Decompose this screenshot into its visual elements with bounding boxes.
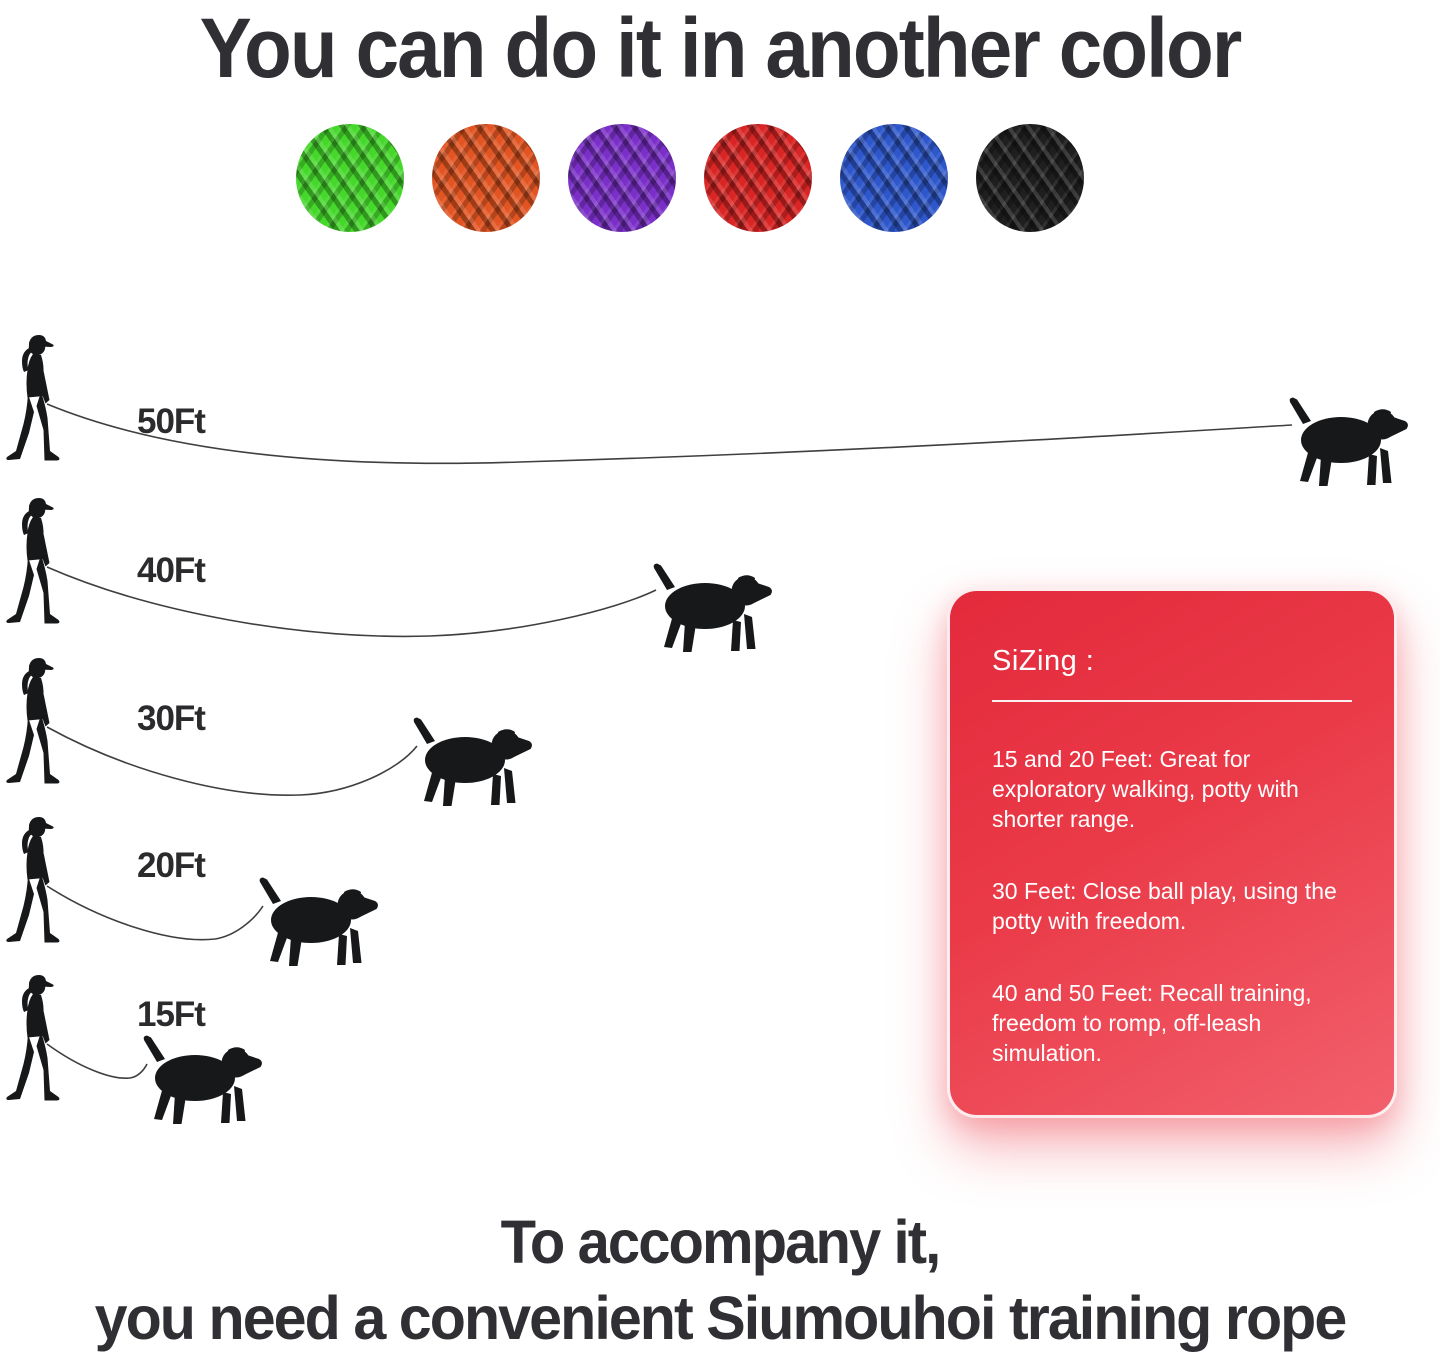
- footer-headline-line2: you need a convenient Siumouhoi training…: [94, 1284, 1348, 1352]
- sizing-paragraph-30ft: 30 Feet: Close ball play, using the pott…: [992, 878, 1337, 934]
- page-title: You can do it in another color: [199, 1, 1243, 95]
- leash-length-label: 15Ft: [137, 995, 206, 1034]
- walking-person-icon: [6, 498, 60, 624]
- color-swatch-black: [976, 124, 1084, 232]
- leash-row-30ft: 30Ft: [0, 656, 1440, 824]
- walking-person-icon: [6, 335, 60, 461]
- leash-line-30ft: [46, 726, 418, 797]
- leash-row-40ft: 40Ft: [0, 496, 1440, 664]
- leash-line-15ft: [46, 1043, 148, 1079]
- leash-line-40ft: [46, 566, 657, 638]
- leash-row-50ft: 50Ft: [0, 333, 1440, 501]
- footer-headline: To accompany it, you need a convenient S…: [0, 1204, 1440, 1356]
- dog-icon: [653, 563, 772, 652]
- leash-length-label: 20Ft: [137, 846, 206, 885]
- leash-length-label: 50Ft: [137, 402, 206, 441]
- footer-headline-line1: To accompany it,: [500, 1208, 942, 1276]
- dog-icon: [413, 717, 532, 806]
- walking-person-icon: [6, 975, 60, 1101]
- sizing-card-divider: [992, 700, 1352, 702]
- color-swatch-green: [296, 124, 404, 232]
- sizing-card-heading: SiZing :: [992, 645, 1095, 677]
- leash-length-label: 40Ft: [137, 551, 206, 590]
- sizing-paragraph-15-20ft: 15 and 20 Feet: Great for exploratory wa…: [992, 746, 1299, 832]
- dog-icon: [143, 1035, 262, 1124]
- dog-icon: [1289, 397, 1408, 486]
- leash-length-label: 30Ft: [137, 699, 206, 738]
- walking-person-icon: [6, 817, 60, 943]
- color-swatch-red: [704, 124, 812, 232]
- leash-row-15ft: 15Ft: [0, 973, 1440, 1141]
- walking-person-icon: [6, 658, 60, 784]
- color-swatch-orange: [432, 124, 540, 232]
- color-swatch-row: [296, 124, 1084, 232]
- color-swatch-purple: [568, 124, 676, 232]
- sizing-paragraph-40-50ft: 40 and 50 Feet: Recall training, freedom…: [992, 980, 1312, 1066]
- sizing-card: SiZing : 15 and 20 Feet: Great for explo…: [947, 588, 1397, 1118]
- leash-line-50ft: [46, 403, 1293, 465]
- leash-row-20ft: 20Ft: [0, 815, 1440, 983]
- dog-icon: [259, 877, 378, 966]
- color-swatch-blue: [840, 124, 948, 232]
- leash-line-20ft: [46, 885, 264, 941]
